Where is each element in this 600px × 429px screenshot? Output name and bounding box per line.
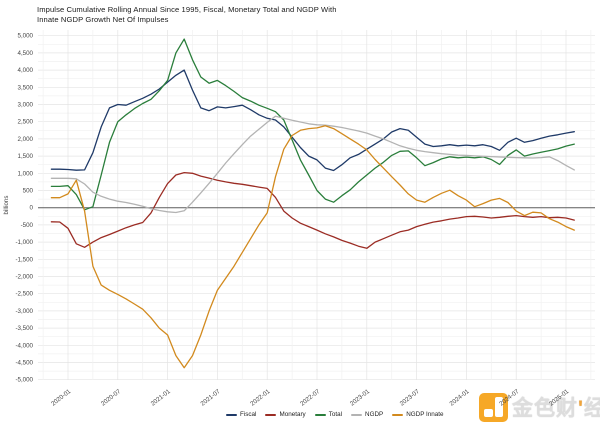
chart-title: Impulse Cumulative Rolling Annual Since … [37,5,337,24]
y-tick-label: -500 [21,222,34,229]
chart-title-line1: Impulse Cumulative Rolling Annual Since … [37,5,337,14]
legend-swatch [226,413,237,416]
x-tick-label: 2024-01 [448,388,471,408]
legend-swatch [351,413,363,416]
x-tick-label: 2020-01 [50,388,73,408]
x-tick-label: 2022-01 [249,388,272,408]
legend-swatch [392,413,404,416]
legend-item-ngdp: NGDP [351,411,383,418]
legend-swatch [314,413,326,416]
legend-item-monetary: Monetary [265,411,306,418]
chart-title-line2: Innate NGDP Growth Net Of Impulses [37,14,169,24]
watermark-jinse: 金色财'经 [479,392,600,422]
x-tick-label: 2023-07 [399,388,422,408]
y-tick-label: -4,000 [15,342,33,349]
y-tick-label: 1,000 [18,170,34,177]
x-tick-label: 2021-01 [150,388,173,408]
legend-item-ngdp-innate: NGDP Innate [392,411,444,418]
y-axis-labels: 5,000 4,500 4,000 3,500 3,000 2,500 2,000 1,500… [15,33,33,384]
legend-swatch [265,413,277,416]
gridlines-horizontal [38,35,595,381]
legend-item-fiscal: Fiscal [226,411,256,418]
legend-item-total: Total [314,411,343,418]
y-tick-label: -4,500 [15,360,33,367]
jinse-logo-dot [484,408,493,417]
y-tick-label: -2,000 [15,274,33,281]
gridlines-vertical [42,30,592,380]
y-axis-title: billions [3,196,10,215]
legend-label: NGDP Innate [406,411,444,418]
series-line-monetary [50,171,575,249]
series-line-fiscal [50,69,575,172]
x-tick-label: 2025-01 [548,388,571,408]
series-line-total [50,38,575,211]
y-tick-label: 2,000 [18,136,34,143]
y-tick-label: 3,500 [18,84,34,91]
x-tick-label: 2024-07 [498,388,521,408]
y-tick-label: 4,500 [18,50,34,57]
jinse-logo-icon [479,392,508,422]
y-tick-label: -3,500 [15,325,33,332]
legend-label: Monetary [279,411,306,418]
jinse-logo-bar [495,396,503,417]
x-axis-labels: 2020-01 2020-07 2021-01 2021-07 2022-01 2022-… [50,388,571,408]
series-line-ngdp [50,115,575,214]
legend-label: NGDP [365,411,384,418]
y-tick-label: -3,000 [15,308,33,315]
legend-label: Total [328,411,343,418]
x-tick-label: 2021-07 [199,388,222,408]
y-tick-label: 500 [23,188,34,195]
y-tick-label: 0 [30,205,34,212]
y-tick-label: -1,000 [15,239,33,246]
y-tick-label: 2,500 [18,119,34,126]
x-tick-label: 2023-01 [349,388,372,408]
y-tick-label: -1,500 [15,256,33,263]
y-tick-label: 5,000 [18,33,34,40]
x-tick-label: 2020-07 [100,388,123,408]
series-line-ngdp-innate [50,125,575,369]
y-tick-label: 3,000 [18,102,34,109]
y-tick-label: 4,000 [18,67,34,74]
x-tick-label: 2022-07 [299,388,322,408]
watermark-text: 金色财'经 [512,397,600,420]
y-tick-label: -2,500 [15,291,33,298]
y-tick-label: -5,000 [15,377,33,384]
legend-label: Fiscal [240,411,257,418]
y-tick-label: 1,500 [18,153,34,160]
legend: Fiscal Monetary Total NGDP NGDP Innate [226,411,444,418]
